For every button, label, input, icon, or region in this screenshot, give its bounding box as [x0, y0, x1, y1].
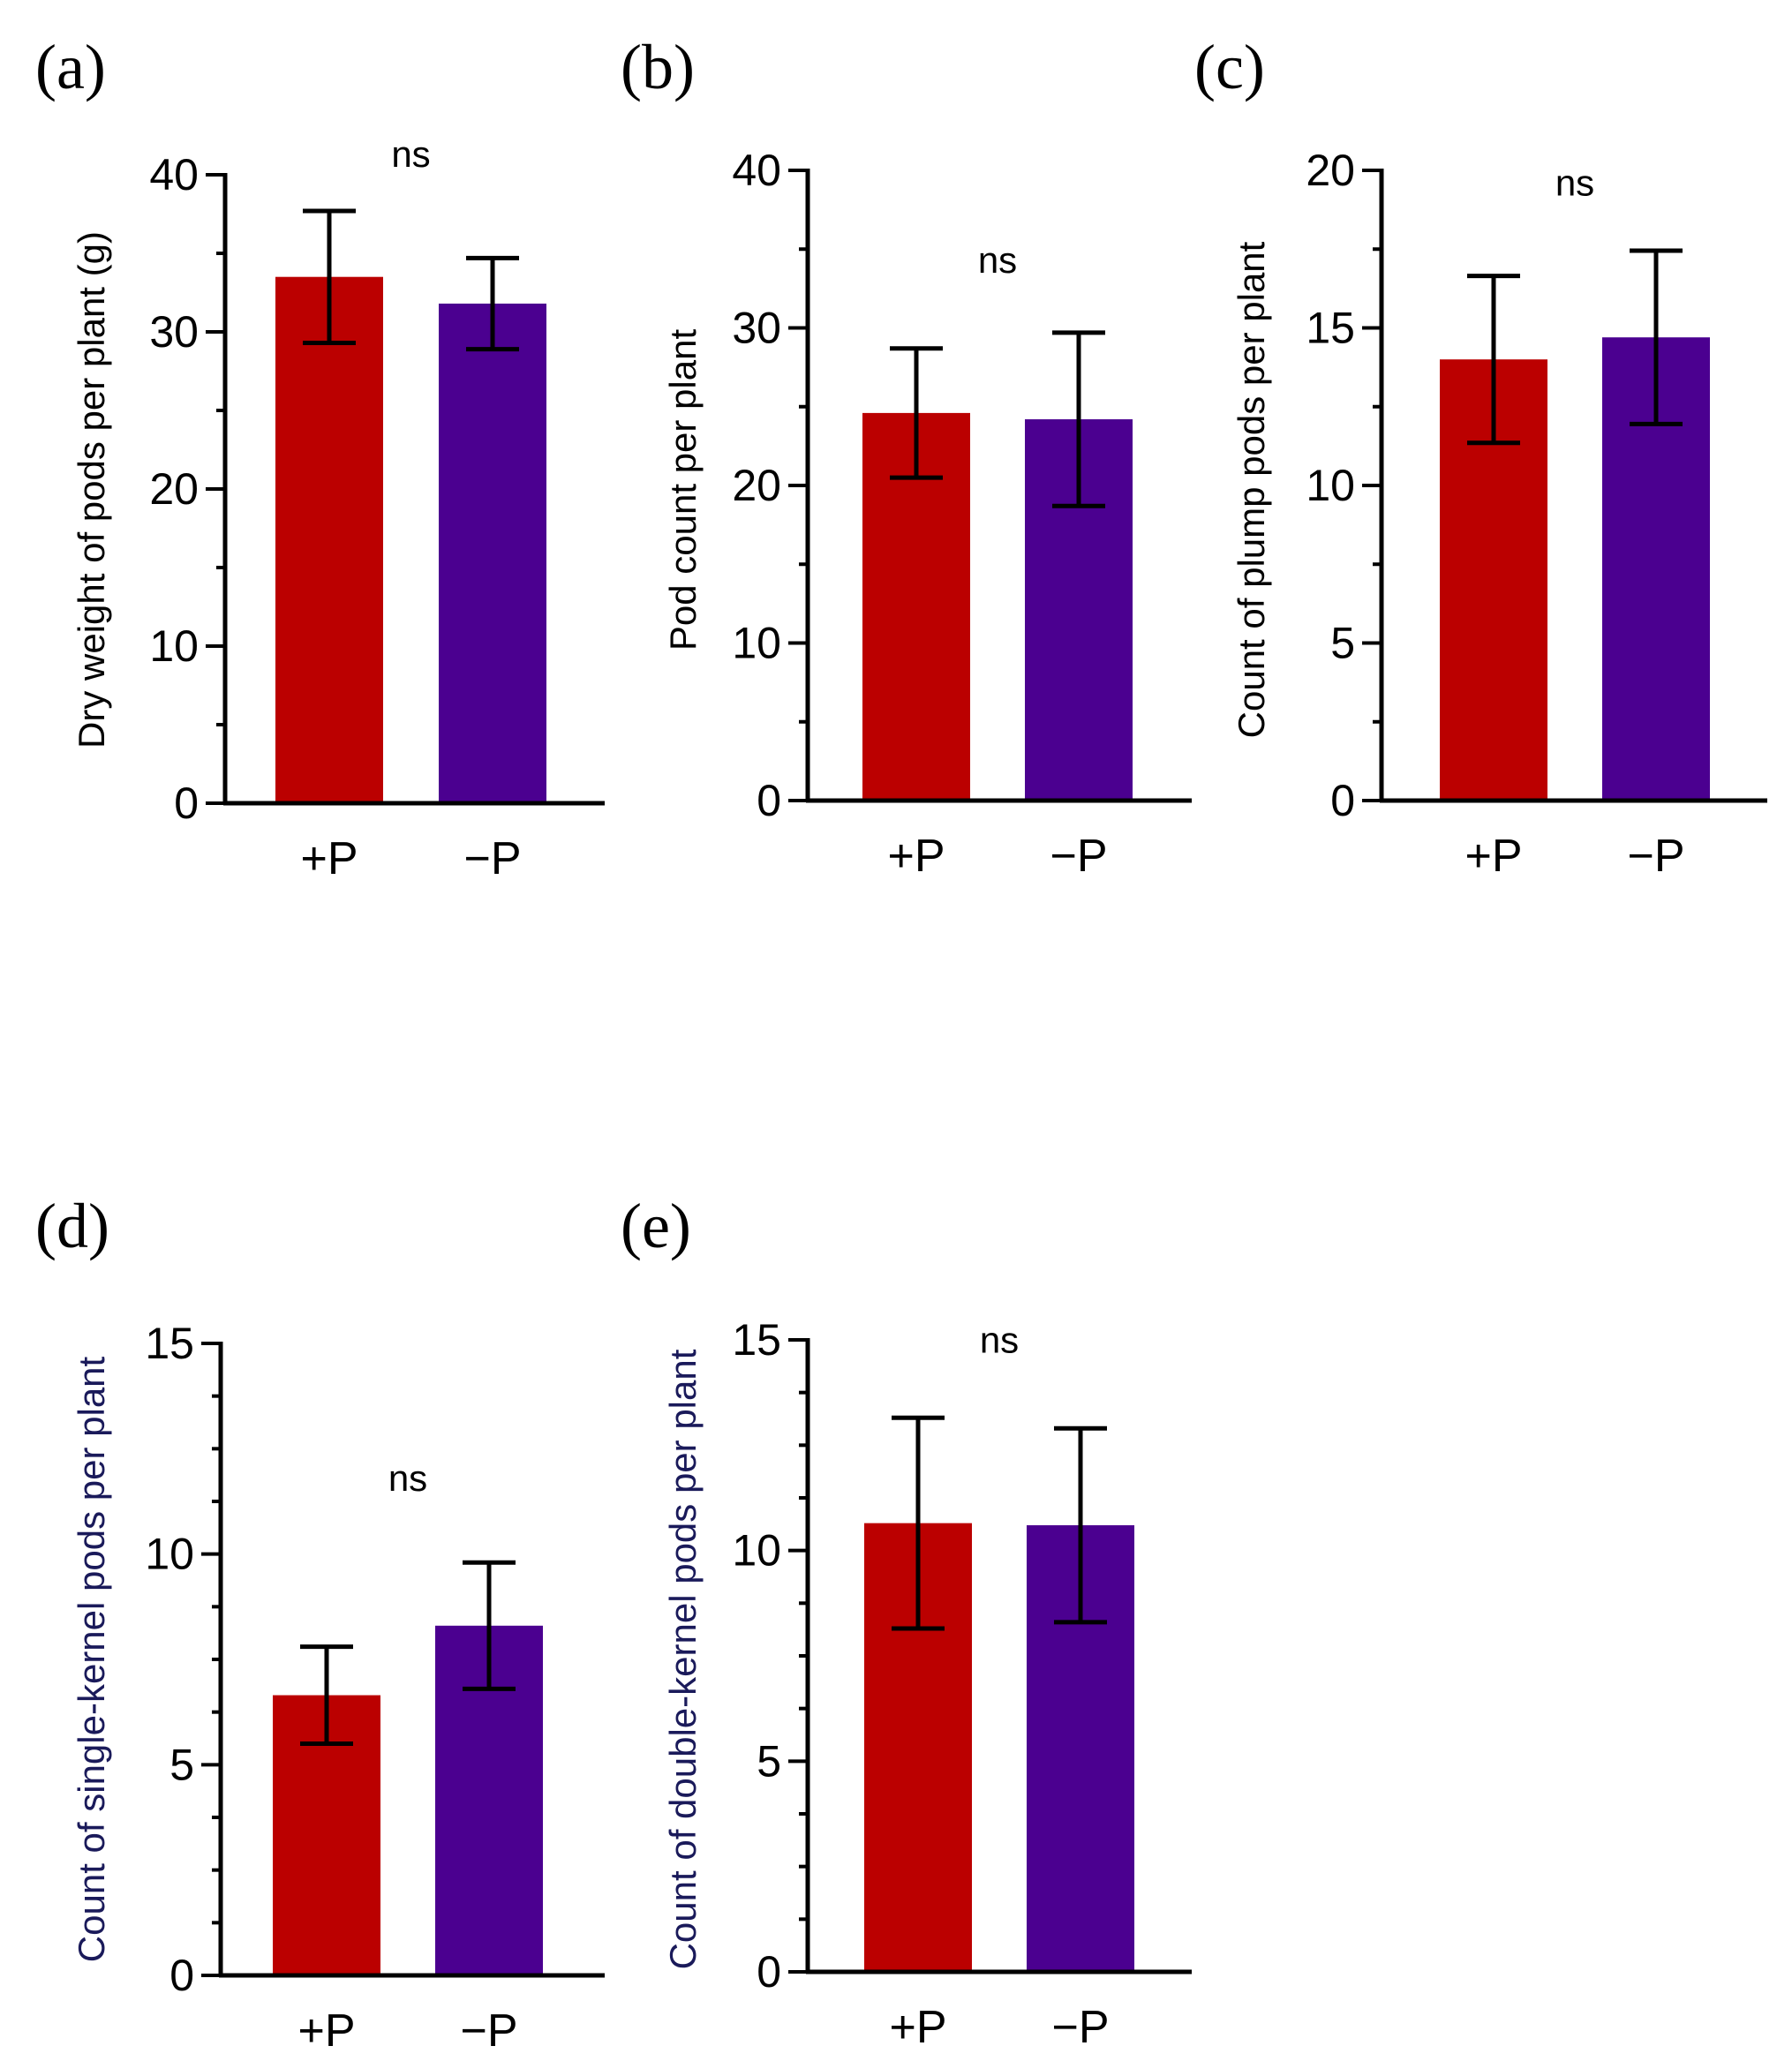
y-tick-label: 0	[1330, 776, 1355, 825]
x-tick-label: +P	[887, 831, 945, 882]
error-bar-plus-p	[1467, 274, 1520, 446]
y-tick-label: 15	[1306, 304, 1355, 353]
panel-label: (a)	[35, 32, 106, 102]
significance-label: ns	[388, 1457, 427, 1499]
x-tick-label: +P	[1464, 831, 1522, 882]
error-bar-minus-p	[1052, 330, 1105, 508]
significance-label: ns	[978, 239, 1017, 281]
error-bar-minus-p	[1630, 248, 1683, 426]
y-tick-label: 10	[149, 621, 199, 671]
panel-label: (c)	[1194, 32, 1265, 102]
y-tick-label: 30	[149, 307, 199, 357]
y-axis-label: Pod count per plant	[662, 329, 704, 651]
panel-label: (b)	[621, 32, 695, 102]
chart-panel-1: (a) 0 10 20 30 40 +P −P Dry weight of pods per p…	[35, 32, 605, 884]
significance-label: ns	[1555, 162, 1594, 204]
error-bar-minus-p	[463, 1560, 516, 1691]
y-tick-label: 10	[145, 1530, 194, 1579]
x-tick-label: −P	[460, 2005, 517, 2057]
error-bar-plus-p	[303, 208, 356, 345]
bar-minus-p	[439, 303, 546, 804]
x-tick-label: +P	[889, 2002, 946, 2053]
x-tick-label: −P	[463, 833, 521, 884]
x-tick-label: −P	[1051, 2002, 1109, 2053]
y-tick-label: 5	[1330, 619, 1355, 668]
chart-panel-2: (b) 0 10 20 30 40 +P −P Pod count per plant ns	[621, 32, 1192, 882]
bar-plus-p	[275, 276, 383, 803]
y-tick-label: 10	[732, 1526, 781, 1576]
y-tick-label: 40	[149, 150, 199, 199]
y-tick-label: 5	[757, 1736, 781, 1786]
y-tick-label: 40	[732, 146, 781, 195]
y-axis-label: Count of double-kernel pods per plant	[662, 1349, 704, 1969]
y-tick-label: 5	[169, 1740, 194, 1789]
y-axis-label: Dry weight of pods per plant (g)	[71, 231, 112, 748]
panel-label: (e)	[621, 1191, 691, 1261]
chart-panel-4: (d) 0 5 10 15 +P −P Count of single-kernel pods…	[35, 1191, 605, 2057]
y-tick-label: 0	[174, 779, 199, 828]
panel-label: (d)	[35, 1191, 109, 1261]
x-tick-label: +P	[300, 833, 358, 884]
y-tick-label: 0	[169, 1951, 194, 2000]
significance-label: ns	[391, 133, 430, 175]
chart-panel-5: (e) 0 5 10 15 +P −P Count of double-kernel pods…	[621, 1191, 1192, 2053]
y-tick-label: 30	[732, 304, 781, 353]
chart-panel-3: (c) 0 5 10 15 20 +P −P Count of plump pods per p…	[1194, 32, 1767, 882]
y-tick-label: 20	[732, 461, 781, 510]
y-tick-label: 0	[757, 1947, 781, 1997]
y-tick-label: 15	[732, 1315, 781, 1365]
error-bar-minus-p	[466, 255, 519, 352]
error-bar-minus-p	[1054, 1425, 1107, 1625]
y-axis-label: Count of single-kernel pods per plant	[71, 1356, 112, 1962]
significance-label: ns	[980, 1319, 1019, 1360]
error-bar-plus-p	[890, 346, 943, 480]
y-tick-label: 0	[757, 776, 781, 825]
x-tick-label: −P	[1050, 831, 1107, 882]
x-tick-label: +P	[297, 2005, 355, 2057]
y-tick-label: 10	[732, 619, 781, 668]
y-tick-label: 20	[1306, 146, 1355, 195]
error-bar-plus-p	[892, 1415, 945, 1631]
y-tick-label: 15	[145, 1319, 194, 1368]
y-tick-label: 20	[149, 464, 199, 514]
y-axis-label: Count of plump pods per plant	[1231, 241, 1272, 738]
error-bar-plus-p	[300, 1644, 353, 1746]
x-tick-label: −P	[1627, 831, 1684, 882]
y-tick-label: 10	[1306, 461, 1355, 510]
